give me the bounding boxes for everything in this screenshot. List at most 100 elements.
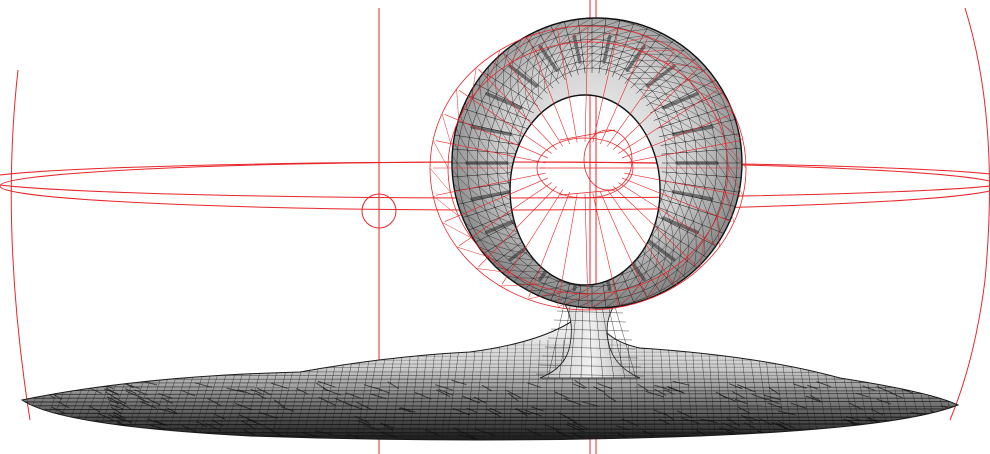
torus-diagonal [639,89,653,91]
base-wire-dense [654,388,667,396]
base-wire-col [667,339,676,440]
torus-diagonal [591,61,601,69]
base-wire-col [473,339,485,440]
base-wire-col [432,339,445,440]
torus-diagonal [527,47,534,61]
base-wire-dense [554,391,570,399]
base-wire-col [0,340,20,444]
torus-diagonal [644,71,659,74]
torus-ridge-shadow [538,44,559,72]
torus-diagonal [707,212,712,229]
base-wire-dense [574,379,587,389]
cage-outer-diagonal [510,36,528,64]
base-wire-dense [88,405,101,413]
base-wire-dense [571,432,585,439]
torus-diagonal [698,210,703,225]
torus-spoke [660,133,740,146]
torus-diagonal [670,123,683,132]
base-wire-dense [123,383,140,389]
base-wire-dense [807,434,825,440]
torus-diagonal [661,54,678,57]
torus-diagonal [512,48,518,63]
base-wire-dense [281,406,295,412]
torus-diagonal [485,115,492,130]
base-wire-col [699,339,712,440]
torus-diagonal [650,47,668,49]
base-wire-dense [424,429,440,437]
torus-diagonal [540,287,556,291]
base-wire-row [22,393,958,395]
base-wire-dense [56,425,75,431]
base-wire-col [502,339,509,440]
base-wire-dense [354,415,370,424]
base-wire-dense [302,431,318,438]
torus-spoke [630,38,676,89]
base-wire-dense [486,408,502,418]
cage-hub-ellipse-right [583,129,633,191]
torus-diagonal [490,104,496,119]
base-wire-dense [459,434,475,440]
torus-diagonal [497,152,508,164]
base-wire-dense [777,410,796,416]
torus-diagonal [451,177,460,191]
base-wire-dense [737,406,751,414]
torus-diagonal [721,122,735,135]
torus-diagonal [665,232,667,246]
base-wire-dense [205,422,222,432]
torus-spoke [534,24,566,80]
torus-diagonal [544,246,557,249]
torus-diagonal [676,172,686,185]
torus-diagonal [504,227,519,233]
base-wire-col [22,339,29,440]
torus-diagonal [665,181,674,193]
torus-diagonal [686,173,696,186]
base-wire-dense [118,427,132,434]
base-wire-dense [564,398,582,406]
torus-diagonal [506,269,523,272]
base-wire-row [22,386,958,388]
base-wire-dense [876,386,893,394]
torus-diagonal [551,250,564,254]
base-wire-dense [645,390,664,398]
base-wire-dense [531,406,544,412]
torus-diagonal [676,162,687,174]
torus-diagonal [583,257,593,265]
torus-diagonal [451,162,458,177]
torus-diagonal [677,56,695,61]
torus-diagonal [704,138,717,151]
base-wire-dense [314,430,333,436]
torus-diagonal [661,199,668,212]
base-wire-dense [556,431,575,440]
neck-wire-row [538,364,642,368]
torus-diagonal [686,152,698,164]
base-wire-dense [235,402,253,411]
torus-diagonal [570,62,576,73]
torus-diagonal [665,93,680,99]
torus-diagonal [660,277,668,291]
torus-diagonal [680,241,682,256]
base-wire-dense [466,407,478,414]
cage-outer-diagonal [527,291,561,300]
torus-diagonal [612,44,626,49]
base-wire-dense [363,384,378,390]
torus-diagonal [726,162,737,178]
base-wire-col [22,339,61,440]
torus-ridge-shadow [671,125,714,137]
torus-diagonal [670,202,676,215]
base-wire-dense [855,392,870,398]
neck-wire-row [541,355,639,359]
torus-spoke [650,212,717,247]
base-wire-dense [943,380,958,389]
torus-diagonal [555,27,566,39]
base-wire-dense [107,398,119,405]
base-wire-dense [109,404,124,410]
base-wire-col [691,339,699,440]
cage-spoke [557,30,578,143]
torus-diagonal [518,232,532,236]
torus-diagonal [499,108,505,122]
base-wire-col [465,339,477,440]
torus-ridge-shadow [645,238,676,262]
torus-diagonal [679,204,685,218]
torus-diagonal [641,253,645,266]
